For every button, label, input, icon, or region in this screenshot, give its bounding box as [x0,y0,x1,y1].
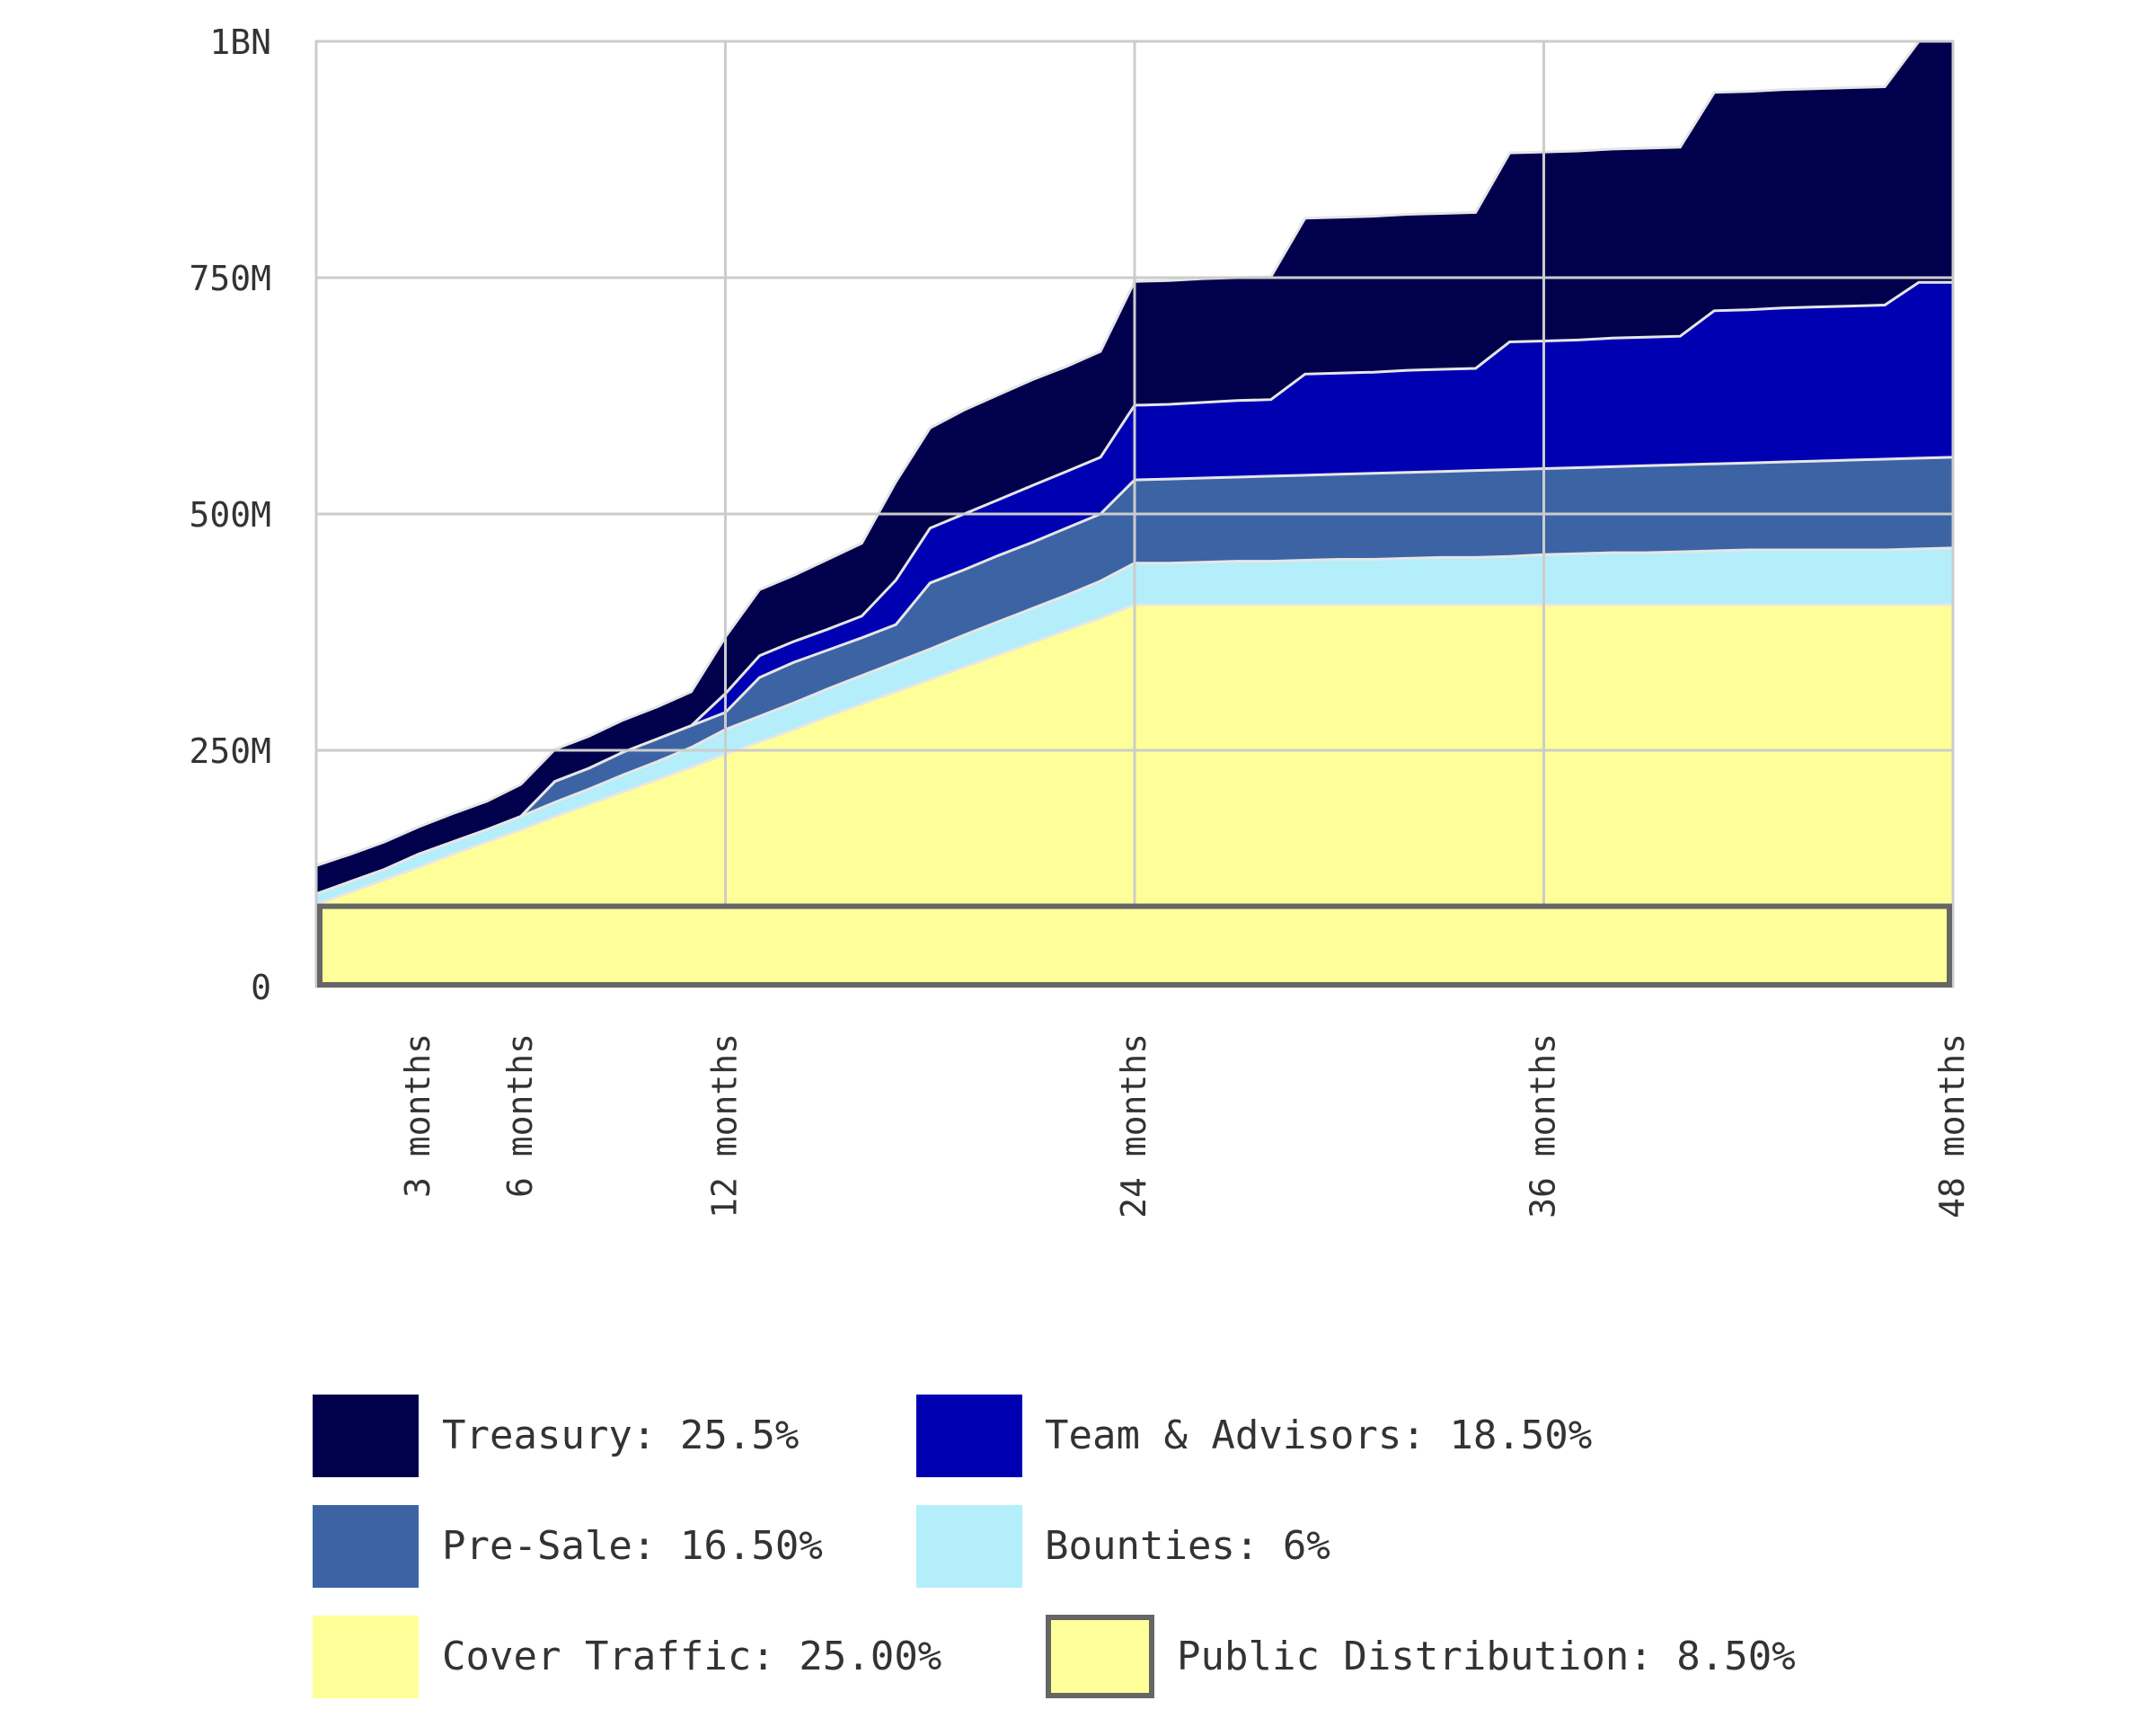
legend-swatch-treasury [313,1395,419,1477]
legend-label-cover: Cover Traffic: 25.00% [442,1634,941,1679]
legend-label-presale: Pre-Sale: 16.50% [442,1523,823,1569]
area-public-distribution [317,903,1952,988]
x-tick-label: 6 months [500,1033,540,1198]
legend-label-bounties: Bounties: 6% [1045,1523,1330,1569]
x-tick-label: 48 months [1932,1033,1972,1218]
x-tick-label: 36 months [1524,1033,1563,1218]
legend-swatch-presale [313,1505,419,1588]
y-tick-label: 250M [189,731,271,771]
y-tick-label: 1BN [209,22,271,62]
x-tick-label: 3 months [398,1033,437,1198]
y-tick-label: 750M [189,259,271,298]
legend-swatch-team [916,1395,1022,1477]
legend: Treasury: 25.5% Team & Advisors: 18.50% Pr… [313,1395,1796,1698]
legend-label-treasury: Treasury: 25.5% [442,1413,799,1458]
legend-swatch-cover [313,1616,419,1698]
y-tick-label: 0 [251,968,271,1007]
legend-label-team: Team & Advisors: 18.50% [1045,1413,1592,1458]
x-tick-label: 12 months [705,1033,745,1218]
legend-swatch-public [1046,1615,1154,1698]
axes: 0 250M 500M 750M 1BN 3 months 6 months 12 month… [189,22,1972,1218]
legend-label-public: Public Distribution: 8.50% [1177,1634,1796,1679]
legend-swatch-bounties [916,1505,1022,1588]
x-tick-label: 24 months [1114,1033,1153,1218]
plot-area [314,40,1955,988]
y-tick-label: 500M [189,495,271,535]
